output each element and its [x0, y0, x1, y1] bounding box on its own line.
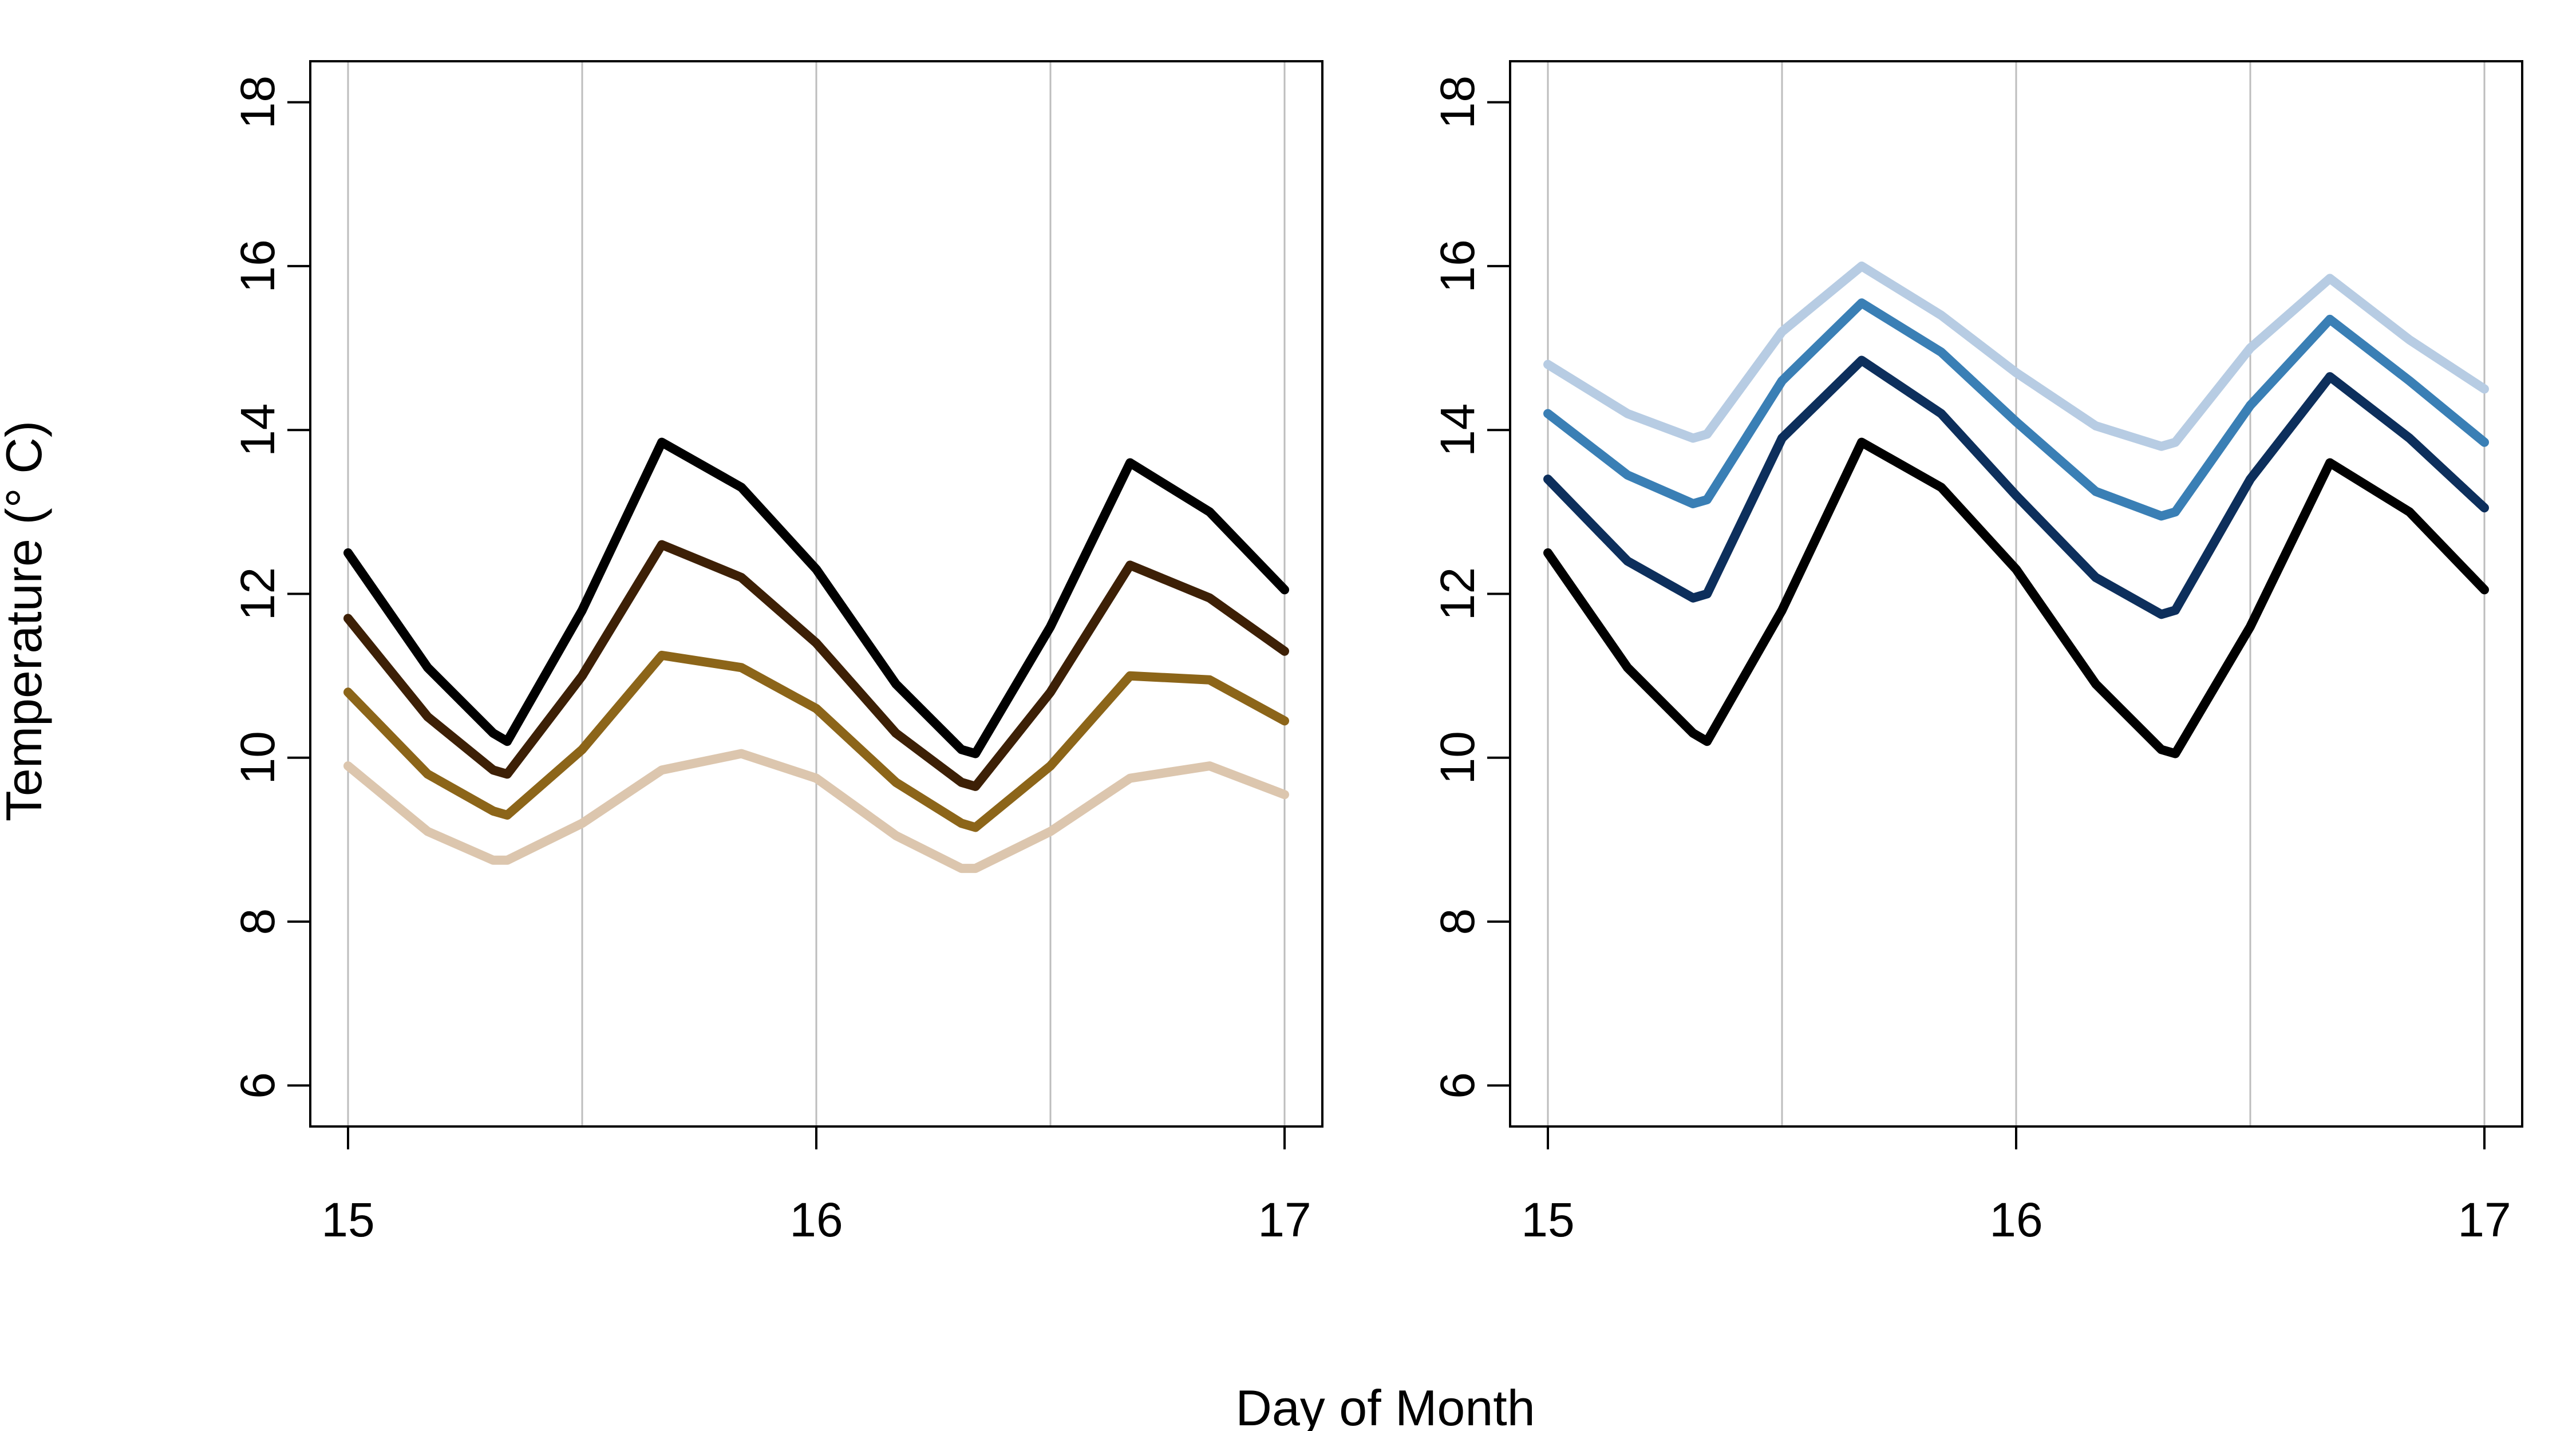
left-series-line-0: [343, 437, 1289, 758]
right-y-tick-label-5: 16: [1431, 239, 1484, 292]
left-y-tick-label-1: 8: [231, 908, 285, 935]
chart-panel-left: 6 8 10 12 14 16 18 15 16 17: [231, 60, 1323, 1247]
left-series-line-3: [343, 749, 1289, 873]
right-x-tick-label-1: 16: [1989, 1193, 2042, 1247]
chart-panel-right: 6 8 10 12 14 16 18 15 16 17: [1431, 60, 2523, 1247]
right-x-tick-label-2: 17: [2458, 1193, 2511, 1247]
right-series-line-3: [1543, 437, 2489, 758]
right-y-tick-label-4: 14: [1431, 403, 1484, 456]
right-y-tick-label-6: 18: [1431, 76, 1484, 129]
right-series-line-2: [1543, 355, 2489, 619]
right-series-line-0: [1543, 261, 2489, 451]
left-x-tick-label-1: 16: [789, 1193, 843, 1247]
right-x-tick-label-0: 15: [1521, 1193, 1574, 1247]
right-y-tick-label-0: 6: [1431, 1072, 1484, 1099]
left-x-tick-label-0: 15: [321, 1193, 374, 1247]
y-axis-title: Temperature (° C): [0, 421, 52, 821]
left-series-line-2: [343, 650, 1289, 832]
left-y-tick-label-4: 14: [231, 403, 285, 456]
x-axis-title: Day of Month: [1235, 1379, 1535, 1431]
left-y-tick-label-0: 6: [231, 1072, 285, 1099]
right-y-tick-label-3: 12: [1431, 567, 1484, 620]
left-y-tick-label-3: 12: [231, 567, 285, 620]
left-x-tick-label-2: 17: [1258, 1193, 1311, 1247]
right-y-tick-label-2: 10: [1431, 731, 1484, 784]
left-y-tick-label-2: 10: [231, 731, 285, 784]
left-y-tick-label-5: 16: [231, 239, 285, 292]
right-series-line-1: [1543, 298, 2489, 521]
left-y-tick-label-6: 18: [231, 76, 285, 129]
right-y-tick-label-1: 8: [1431, 908, 1484, 935]
left-series-line-1: [343, 540, 1289, 791]
